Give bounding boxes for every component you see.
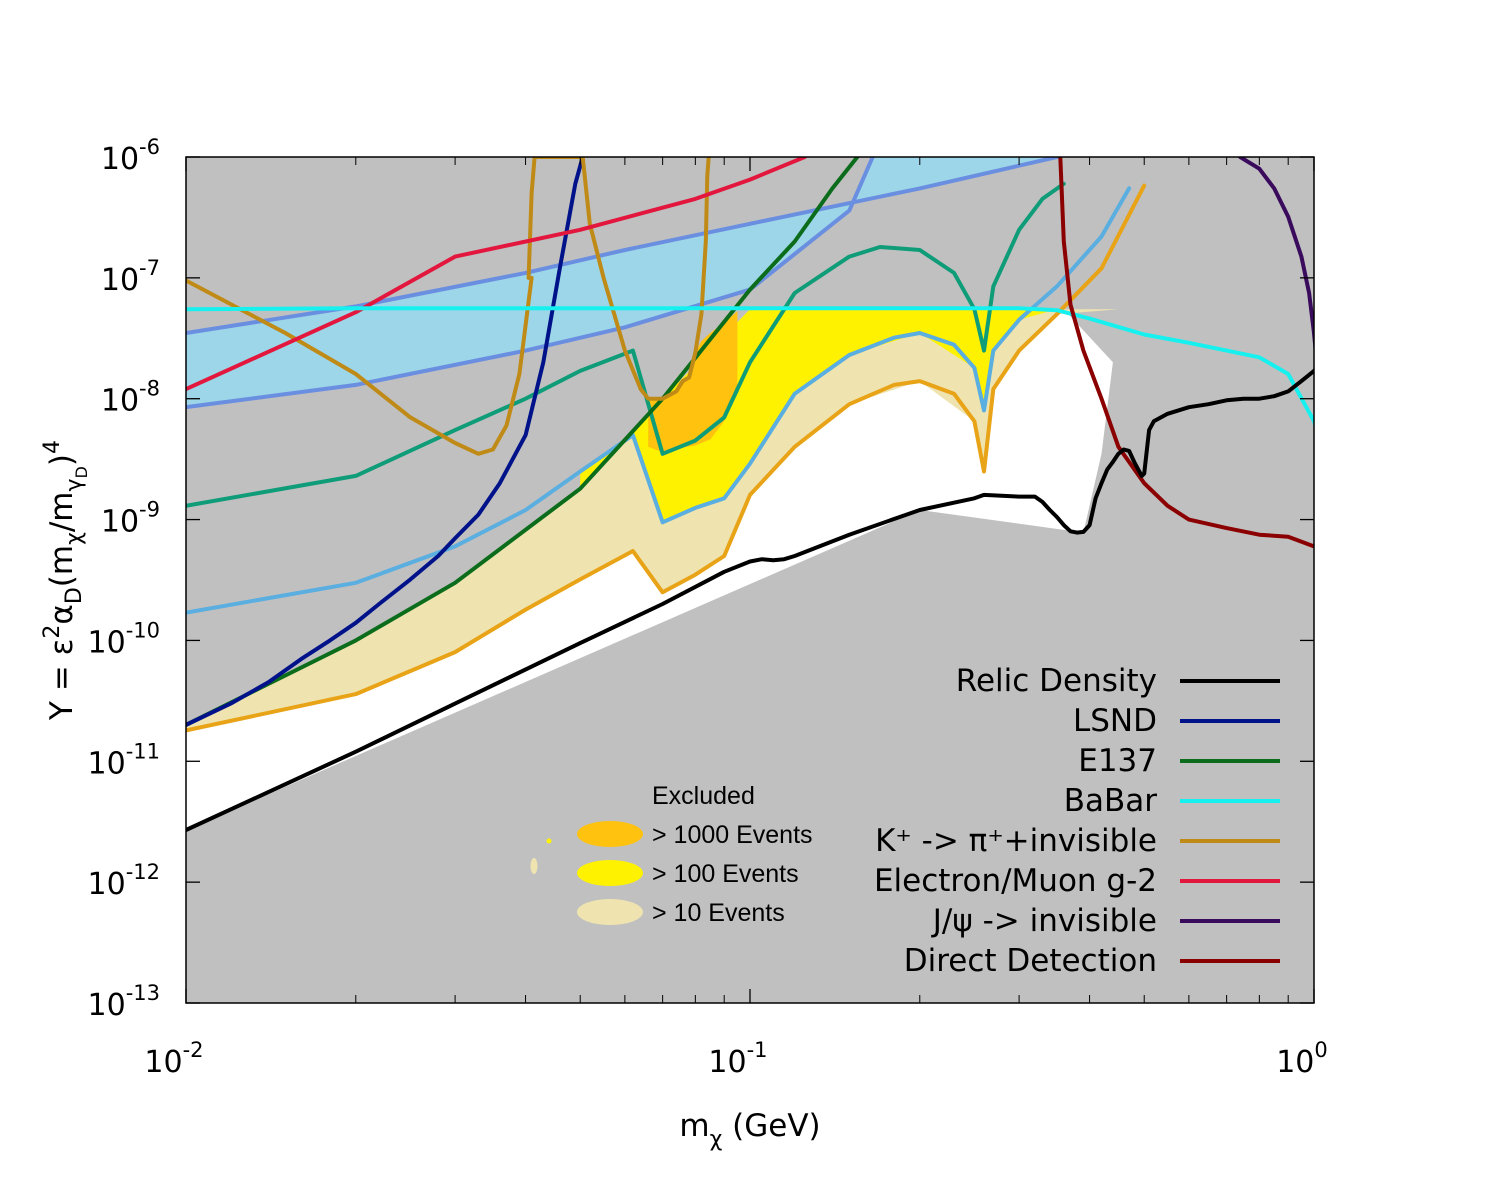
legend-label-direct-detection: Direct Detection (904, 943, 1157, 979)
y-tick-label: 10-13 (88, 981, 161, 1023)
blue-band-region (186, 157, 1057, 408)
legend-label-electron-muon-g-2: Electron/Muon g-2 (874, 863, 1157, 899)
x-axis-title: mχ (GeV) (679, 1108, 820, 1152)
series-j-psi-invisible (1238, 157, 1314, 355)
legend-label-e137: E137 (1078, 743, 1157, 779)
y-tick-label: 10-7 (101, 256, 160, 298)
series-blue-band-lower (186, 157, 875, 410)
x-tick-label: 10-2 (144, 1038, 203, 1080)
legend-label-10-events: > 10 Events (652, 899, 785, 927)
legend-swatch-10-events (577, 899, 643, 925)
legend: Relic Density LSND E137 BaBar K⁺ -> π⁺+invis… (530, 663, 1280, 979)
series-events100-lightblue (186, 186, 1132, 615)
y-tick-label: 10-6 (101, 135, 160, 177)
series-relic-density (186, 367, 1314, 832)
series-electron-muon-g-2 (186, 157, 807, 392)
legend-label-1000-events: > 1000 Events (652, 821, 813, 849)
legend-label-lsnd: LSND (1073, 703, 1157, 739)
series-lsnd (186, 157, 585, 727)
y-tick-label: 10-9 (101, 498, 160, 540)
legend-swatch-excluded (577, 782, 643, 808)
legend-label-relic-density: Relic Density (956, 663, 1157, 699)
x-tick-label: 100 (1276, 1038, 1328, 1080)
series-events10-orange (186, 183, 1147, 733)
axes: 10-6 10-7 10-8 10-9 10-10 10-11 10-12 10-13 10-2… (40, 135, 1328, 1152)
legend-label-j-invisible: J/ψ -> invisible (931, 903, 1157, 939)
events1000-region (648, 311, 738, 453)
y-tick-label: 10-10 (88, 618, 161, 660)
series-k-pi-invisible (186, 157, 711, 456)
legend-dot (530, 858, 538, 874)
y-tick-label: 10-11 (88, 739, 161, 781)
x-tick-label: 10-1 (708, 1038, 767, 1080)
legend-label-k-invisible: K⁺ -> π⁺+invisible (875, 823, 1157, 859)
series-babar (186, 306, 1314, 429)
legend-label-babar: BaBar (1064, 783, 1158, 819)
legend-swatch-1000-events (577, 821, 643, 847)
series-direct-detection (1058, 157, 1314, 549)
legend-label-excluded: Excluded (652, 782, 755, 810)
legend-swatch-100-events (577, 860, 643, 886)
legend-label-100-events: > 100 Events (652, 860, 799, 888)
series-layer (186, 157, 1314, 832)
y-axis-title: Y = ε2αD(mχ/mγD)4 (40, 440, 91, 721)
y-tick-label: 10-8 (101, 377, 160, 419)
y-tick-label: 10-12 (88, 860, 161, 902)
legend-dot (546, 838, 552, 844)
